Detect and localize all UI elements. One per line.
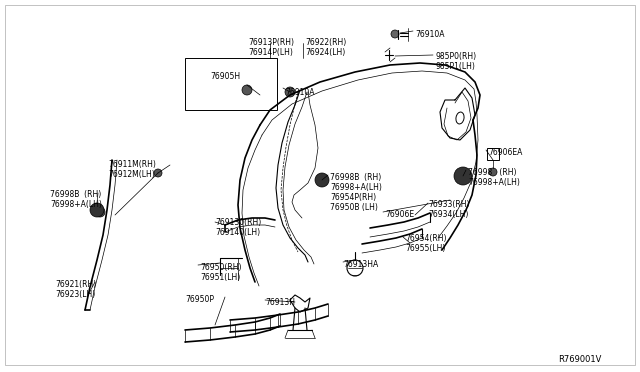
Text: 76923(LH): 76923(LH) [55, 290, 95, 299]
Text: 76950B (LH): 76950B (LH) [330, 203, 378, 212]
Bar [185, 58, 277, 110]
Text: 76998+A(LH): 76998+A(LH) [330, 183, 382, 192]
Text: 76998B  (RH): 76998B (RH) [50, 190, 101, 199]
Text: 76924(LH): 76924(LH) [305, 48, 345, 57]
Text: 76913P(RH): 76913P(RH) [248, 38, 294, 47]
Circle shape [489, 168, 497, 176]
Text: 769130(RH): 769130(RH) [215, 218, 261, 227]
Text: 985P1(LH): 985P1(LH) [435, 62, 475, 71]
Text: 76934(LH): 76934(LH) [428, 210, 468, 219]
Text: 76933(RH): 76933(RH) [428, 200, 470, 209]
Circle shape [242, 85, 252, 95]
Text: 76950(RH): 76950(RH) [200, 263, 241, 272]
Circle shape [391, 30, 399, 38]
Text: R769001V: R769001V [558, 355, 602, 364]
Text: 76906EA: 76906EA [488, 148, 522, 157]
Text: 76950P: 76950P [185, 295, 214, 304]
Text: 76910A: 76910A [415, 30, 445, 39]
Text: 76954(RH): 76954(RH) [405, 234, 447, 243]
Text: 76998+A(LH): 76998+A(LH) [468, 178, 520, 187]
Text: 76906E: 76906E [385, 210, 414, 219]
Text: 76913H: 76913H [265, 298, 295, 307]
Text: 76955(LH): 76955(LH) [405, 244, 445, 253]
Circle shape [154, 169, 162, 177]
Circle shape [90, 203, 104, 217]
Text: 76922(RH): 76922(RH) [305, 38, 346, 47]
Text: 76914P(LH): 76914P(LH) [248, 48, 293, 57]
Text: 76912M(LH): 76912M(LH) [108, 170, 155, 179]
Text: 76951(LH): 76951(LH) [200, 273, 240, 282]
Bar [487, 148, 499, 160]
Text: 76913HA: 76913HA [343, 260, 378, 269]
Text: 76998B  (RH): 76998B (RH) [330, 173, 381, 182]
Text: 76905H: 76905H [210, 72, 240, 81]
Text: 76911M(RH): 76911M(RH) [108, 160, 156, 169]
Text: 76998   (RH): 76998 (RH) [468, 168, 516, 177]
Circle shape [285, 87, 295, 97]
Text: 985P0(RH): 985P0(RH) [435, 52, 476, 61]
Text: 769140(LH): 769140(LH) [215, 228, 260, 237]
Circle shape [454, 167, 472, 185]
Circle shape [315, 173, 329, 187]
Text: 76998+A(LH): 76998+A(LH) [50, 200, 102, 209]
Text: 76910A: 76910A [285, 88, 314, 97]
Text: 76921(RH): 76921(RH) [55, 280, 96, 289]
Text: 76954P(RH): 76954P(RH) [330, 193, 376, 202]
Circle shape [95, 207, 105, 217]
